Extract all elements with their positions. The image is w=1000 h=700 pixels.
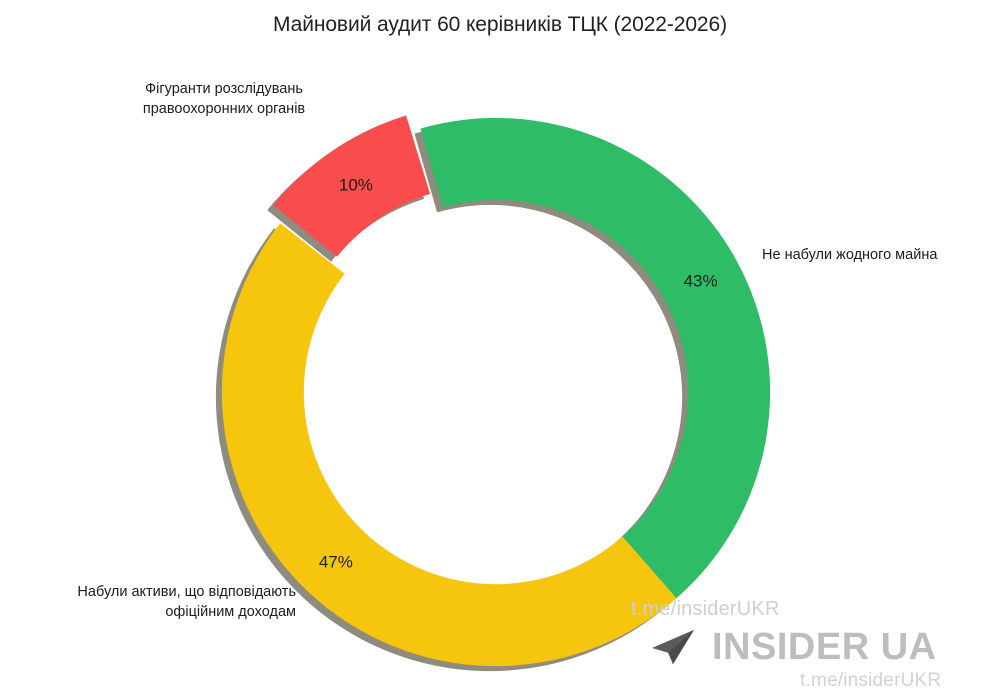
watermark-handle-bottom: t.me/insiderUKR (800, 670, 942, 691)
watermark-brand: INSIDER UA (650, 627, 937, 667)
value-label-yellow: 47% (319, 552, 353, 571)
category-label-no-assets: Не набули жодного майна (762, 247, 938, 263)
watermark-handle-top: t.me/insiderUKR (631, 598, 780, 620)
category-label-matching-income: Набули активи, що відповідають офіційним… (77, 584, 296, 620)
slice-47pct[interactable] (221, 223, 677, 667)
value-label-green: 43% (684, 272, 718, 291)
telegram-plane-icon (650, 627, 696, 667)
value-label-red: 10% (339, 175, 373, 194)
slice-43pct[interactable] (420, 117, 771, 599)
slice-10pct[interactable] (273, 115, 431, 257)
page-title: Майновий аудит 60 керівників ТЦК (2022-2… (273, 13, 727, 36)
category-label-investigations: Фігуранти розслідувань правоохоронних ор… (142, 81, 306, 117)
watermark-brand-text: INSIDER UA (712, 626, 937, 668)
